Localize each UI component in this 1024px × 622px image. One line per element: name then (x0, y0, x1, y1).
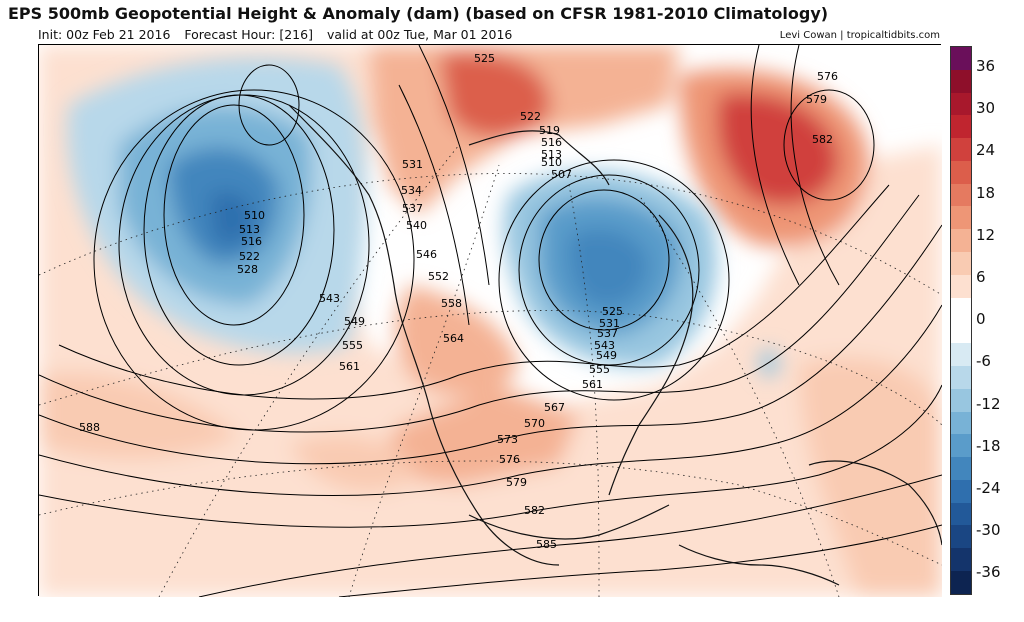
colorbar-label: 0 (976, 310, 986, 329)
contour-label: 513 (239, 223, 260, 236)
contour-label: 558 (441, 297, 462, 310)
colorbar-label: -30 (976, 521, 1001, 540)
contour-label: 582 (812, 133, 833, 146)
contour-label: 549 (596, 349, 617, 362)
contour-label: 519 (539, 124, 560, 137)
colorbar-segment (951, 115, 971, 139)
contour-label: 537 (597, 327, 618, 340)
colorbar-label: 6 (976, 268, 986, 286)
contour-label: 522 (239, 250, 260, 263)
colorbar-segment (951, 343, 971, 366)
contour-label: 531 (402, 158, 423, 171)
contour-label: 510 (244, 209, 265, 222)
weather-map: 510 513 516 522 528 543 549 555 561 531 … (38, 44, 942, 597)
contour-label: 576 (499, 453, 520, 466)
contour-label-group: 510 513 516 522 528 543 549 555 561 531 … (79, 52, 838, 551)
contour-label: 531 (599, 317, 620, 330)
contour-label: 528 (237, 263, 258, 276)
colorbar-label: 18 (976, 183, 996, 202)
contour-label: 552 (428, 270, 449, 283)
contour-label: 549 (344, 315, 365, 328)
colorbar-segment (951, 160, 971, 184)
colorbar (950, 46, 972, 595)
coastlines (288, 104, 942, 586)
colorbar-segment (951, 479, 971, 503)
contour-label: 555 (342, 339, 363, 352)
contour-label: 534 (401, 184, 422, 197)
colorbar-segment (951, 47, 971, 70)
colorbar-segment (951, 411, 971, 435)
colorbar-segment (951, 548, 971, 571)
contour-label: 543 (319, 292, 340, 305)
colorbar-label: 36 (976, 57, 996, 75)
height-contours (39, 45, 942, 597)
colorbar-segment (951, 183, 971, 207)
contour-label: 543 (594, 339, 615, 352)
graticule (39, 144, 942, 597)
colorbar-label: 24 (976, 141, 996, 160)
contour-label: 588 (79, 421, 100, 434)
contour-label: 570 (524, 417, 545, 430)
contour-label: 522 (520, 110, 541, 123)
colorbar-segment (951, 69, 971, 93)
contour-label: 546 (416, 248, 437, 261)
valid-time: valid at 00z Tue, Mar 01 2016 (326, 27, 513, 42)
contour-label: 564 (443, 332, 464, 345)
colorbar-label: -12 (976, 394, 1001, 413)
colorbar-label: 12 (976, 225, 996, 244)
colorbar-segment (951, 434, 971, 458)
contour-label: 540 (406, 219, 427, 232)
contour-label: 525 (602, 305, 623, 318)
colorbar-label: 30 (976, 99, 996, 118)
forecast-hour: Forecast Hour: [216] (184, 27, 313, 42)
colorbar-segment (951, 92, 971, 116)
colorbar-segment (951, 206, 971, 230)
contour-label: 513 (541, 148, 562, 161)
contour-label: 585 (536, 538, 557, 551)
colorbar-segment (951, 274, 971, 298)
contour-label: 516 (541, 136, 562, 149)
contour-label: 537 (402, 202, 423, 215)
colorbar-segment (951, 570, 971, 594)
colorbar-segment (951, 252, 971, 275)
contour-label: 582 (524, 504, 545, 517)
colorbar-segment (951, 229, 971, 253)
colorbar-segment (951, 388, 971, 412)
contour-label: 579 (506, 476, 527, 489)
credit: Levi Cowan | tropicaltidbits.com (779, 30, 940, 41)
colorbar-segment (951, 457, 971, 480)
init-time: Init: 00z Feb 21 2016 (38, 27, 171, 42)
contour-label: 567 (544, 401, 565, 414)
colorbar-segment (951, 502, 971, 526)
colorbar-segment (951, 525, 971, 549)
colorbar-label: -36 (976, 563, 1001, 582)
contour-label: 576 (817, 70, 838, 83)
map-svg: 510 513 516 522 528 543 549 555 561 531 … (39, 45, 942, 597)
contour-label: 573 (497, 433, 518, 446)
contour-label: 510 (541, 156, 562, 169)
contour-label: 579 (806, 93, 827, 106)
colorbar-segment (951, 365, 971, 389)
contour-label: 525 (474, 52, 495, 65)
colorbar-segment (951, 297, 971, 321)
colorbar-label: -6 (976, 352, 991, 371)
map-title: EPS 500mb Geopotential Height & Anomaly … (8, 4, 829, 23)
colorbar-segment (951, 138, 971, 161)
colorbar-segment (951, 320, 971, 344)
contour-label: 561 (339, 360, 360, 373)
run-info: Init: 00z Feb 21 2016 Forecast Hour: [21… (38, 27, 522, 42)
contour-label: 516 (241, 235, 262, 248)
colorbar-label: -18 (976, 436, 1001, 455)
contour-label: 561 (582, 378, 603, 391)
contour-label: 555 (589, 363, 610, 376)
colorbar-label: -24 (976, 479, 1001, 497)
contour-label: 507 (551, 168, 572, 181)
